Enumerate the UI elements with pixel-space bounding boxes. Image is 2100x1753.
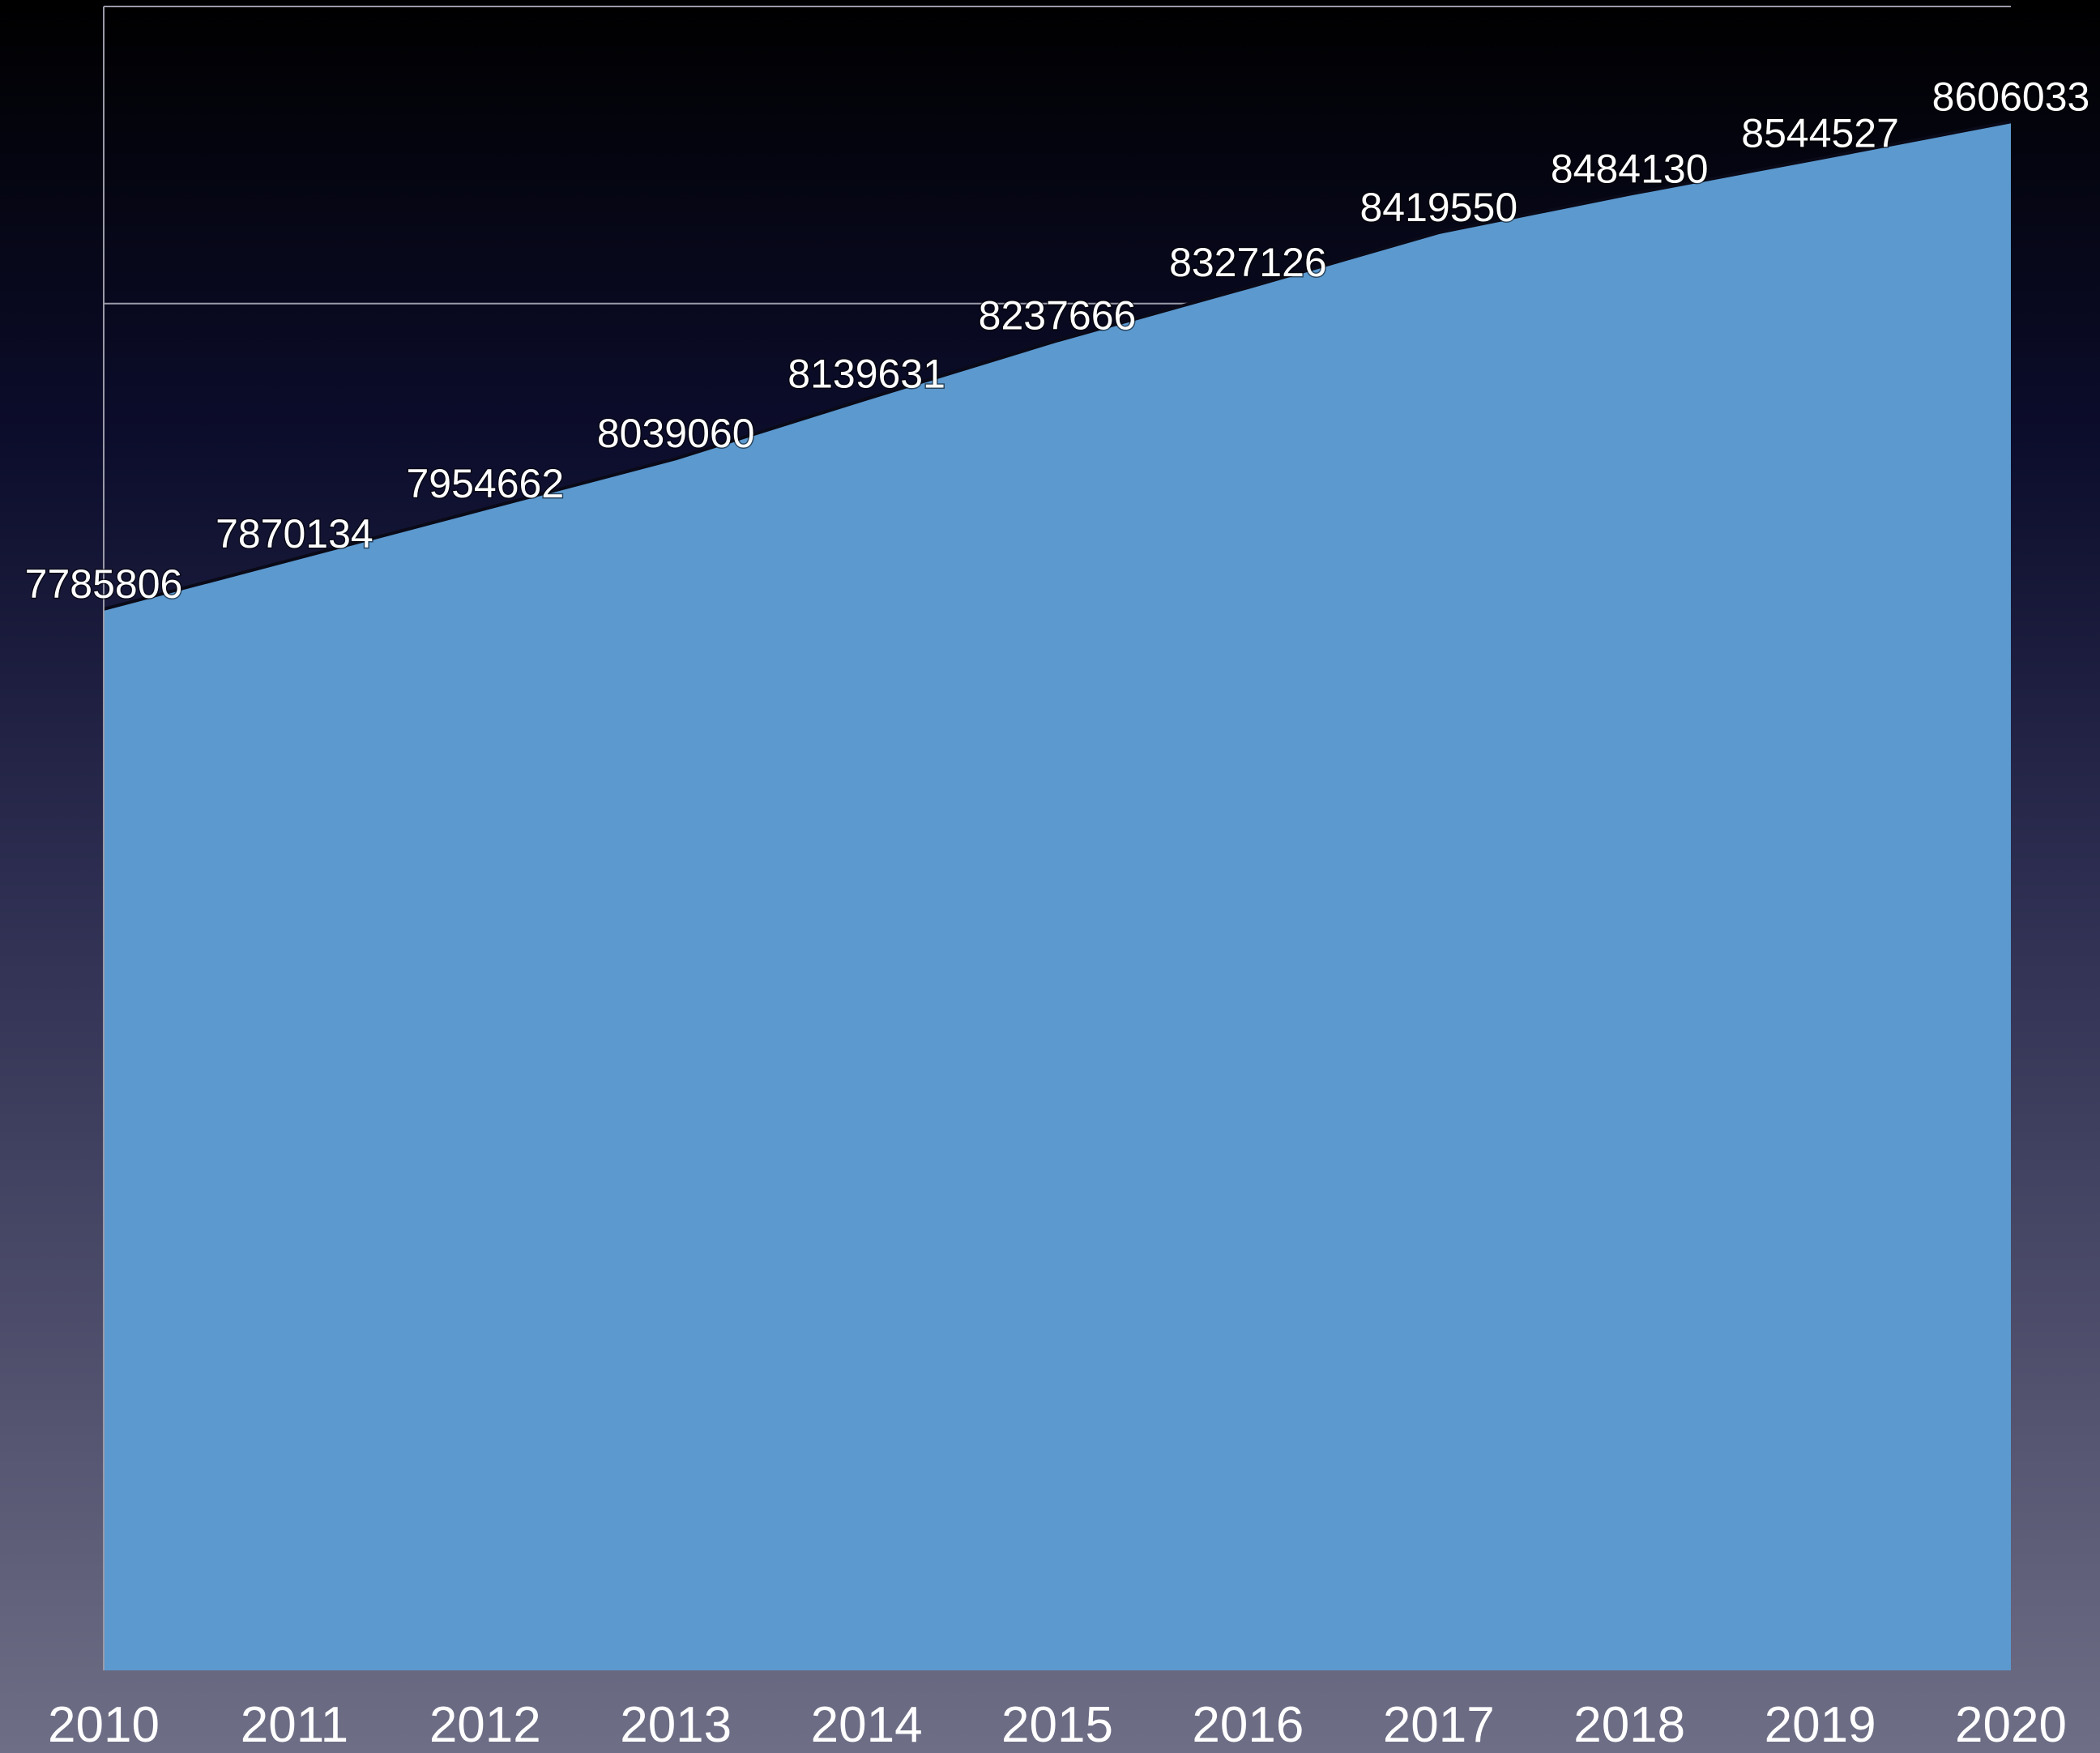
data-label-2015: 8237666 <box>979 293 1137 339</box>
x-tick-label-2012: 2012 <box>429 1697 541 1753</box>
x-tick-label-2011: 2011 <box>241 1697 348 1753</box>
data-label-2014: 8139631 <box>788 351 945 396</box>
series-line <box>103 120 2012 611</box>
x-tick-label-2020: 2020 <box>1955 1697 2067 1753</box>
x-tick-label-2019: 2019 <box>1765 1697 1876 1753</box>
area-fill <box>104 122 2011 1670</box>
data-label-2018: 8484130 <box>1551 147 1709 192</box>
x-tick-label-2010: 2010 <box>48 1697 160 1753</box>
x-axis-ticks: 2010 2011 2012 2013 2014 2015 2016 2017 2018 2019… <box>48 1697 2067 1753</box>
data-label-2011: 7870134 <box>216 511 373 557</box>
data-label-2012: 7954662 <box>406 461 564 506</box>
x-tick-label-2016: 2016 <box>1192 1697 1304 1753</box>
data-label-2020: 8606033 <box>1932 74 2090 119</box>
data-label-2016: 8327126 <box>1169 240 1327 285</box>
data-label-2013: 8039060 <box>597 411 755 456</box>
x-tick-label-2017: 2017 <box>1383 1697 1495 1753</box>
data-labels: 7785806 7870134 7954662 8039060 8139631 82376… <box>23 73 2091 608</box>
data-label-2017: 8419550 <box>1359 185 1517 230</box>
data-label-2019: 8544527 <box>1741 110 1899 156</box>
area-series <box>103 120 2012 1670</box>
x-tick-label-2015: 2015 <box>1001 1697 1113 1753</box>
x-tick-label-2018: 2018 <box>1573 1697 1685 1753</box>
data-label-2010: 7785806 <box>25 561 183 607</box>
x-tick-label-2014: 2014 <box>811 1697 923 1753</box>
x-tick-label-2013: 2013 <box>620 1697 732 1753</box>
